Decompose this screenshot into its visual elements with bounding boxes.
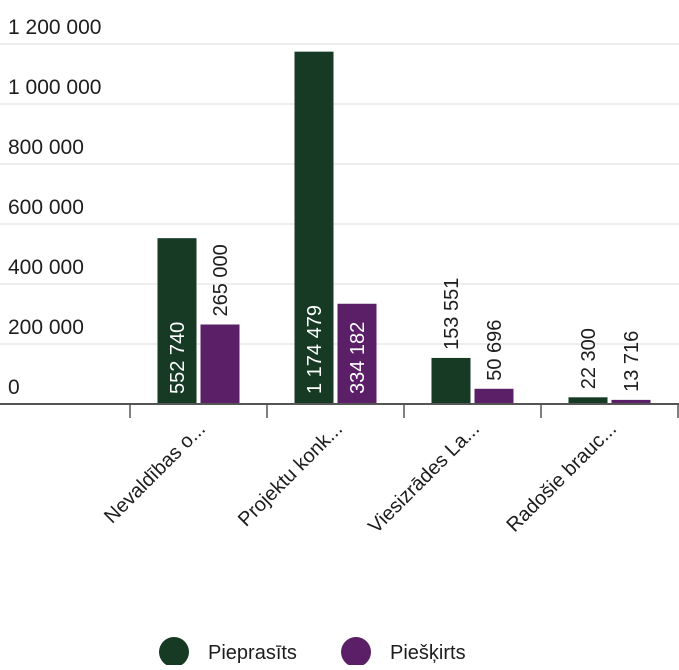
bar-granted bbox=[611, 399, 651, 404]
x-axis bbox=[0, 403, 679, 418]
bar-value-label: 334 182 bbox=[347, 322, 369, 394]
bar-requested bbox=[157, 238, 197, 404]
x-category-label: Viesizrādes La... bbox=[364, 418, 484, 538]
bar-requested bbox=[431, 357, 471, 404]
legend: Pieprasīts Piešķirts bbox=[159, 637, 466, 667]
legend-label: Piešķirts bbox=[390, 642, 466, 664]
bar-value-label: 153 551 bbox=[441, 278, 463, 350]
legend-item[interactable]: Piešķirts bbox=[341, 637, 466, 667]
x-category-label: Radošie brauc... bbox=[502, 418, 621, 537]
bar-requested bbox=[294, 51, 334, 404]
y-tick-label: 0 bbox=[8, 376, 20, 399]
bar-value-label: 50 696 bbox=[484, 320, 506, 381]
legend-item[interactable]: Pieprasīts bbox=[159, 637, 297, 667]
y-tick-label: 800 000 bbox=[8, 136, 84, 159]
y-axis-ticks: 0 200 000 400 000 600 000 800 000 1 000 000 1 … bbox=[8, 16, 101, 399]
data-labels: 552 740 265 000 1 174 479 334 182 153 551 50 … bbox=[167, 244, 643, 394]
bar-value-label: 1 174 479 bbox=[304, 305, 326, 394]
bar-granted bbox=[200, 324, 240, 404]
y-tick-label: 200 000 bbox=[8, 316, 84, 339]
legend-swatch bbox=[341, 637, 371, 667]
legend-swatch bbox=[159, 637, 189, 667]
y-tick-label: 1 200 000 bbox=[8, 16, 101, 39]
bar-granted bbox=[337, 303, 377, 404]
bars bbox=[157, 51, 651, 404]
bar-value-label: 22 300 bbox=[578, 328, 600, 389]
bar-value-label: 552 740 bbox=[167, 322, 189, 394]
bar-requested bbox=[568, 397, 608, 404]
bar-granted bbox=[474, 388, 514, 404]
y-tick-label: 1 000 000 bbox=[8, 76, 101, 99]
x-category-label: Nevaldības o... bbox=[100, 418, 210, 528]
bar-value-label: 13 716 bbox=[621, 331, 643, 392]
x-axis-category-labels: Nevaldības o... Projektu konk... Viesizrād… bbox=[100, 418, 621, 538]
x-category-label: Projektu konk... bbox=[234, 418, 347, 531]
bar-value-label: 265 000 bbox=[210, 244, 232, 316]
grid-lines bbox=[0, 43, 679, 345]
y-tick-label: 600 000 bbox=[8, 196, 84, 219]
legend-label: Pieprasīts bbox=[208, 642, 297, 664]
y-tick-label: 400 000 bbox=[8, 256, 84, 279]
